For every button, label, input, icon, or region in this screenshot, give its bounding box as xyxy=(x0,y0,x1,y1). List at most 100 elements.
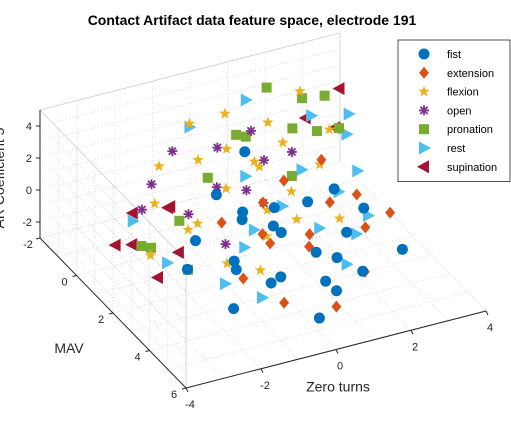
grid-line xyxy=(149,273,450,351)
data-point-fist xyxy=(328,183,340,195)
legend-marker-flexion xyxy=(418,85,430,97)
legend-box xyxy=(397,39,511,183)
y-tick-label: 6 xyxy=(171,389,177,401)
y-tick-label: 4 xyxy=(134,352,140,364)
data-point-extension xyxy=(278,174,289,187)
data-point-extension xyxy=(258,196,268,209)
data-point-open xyxy=(259,155,269,166)
data-point-flexion xyxy=(219,107,231,119)
data-point-fist xyxy=(320,275,332,287)
tick-labels: -4 -2 0 2 4 -2 0 2 4 6 -2 0 2 4 Zero turns MAV AR Coeffi… xyxy=(0,121,493,411)
x-tick-label: -2 xyxy=(260,380,270,392)
data-point-rest xyxy=(239,240,252,254)
grid-line xyxy=(58,179,359,258)
z-tick-label: 0 xyxy=(26,185,32,197)
grid-line xyxy=(114,218,262,369)
data-point-fist xyxy=(236,214,248,226)
z-axis-label: AR Coefficient 5 xyxy=(0,127,7,228)
data-point-extension xyxy=(265,237,276,250)
data-point-rest xyxy=(343,107,356,121)
grid-line xyxy=(39,128,341,207)
data-point-pronation xyxy=(202,172,213,183)
data-point-rest xyxy=(314,221,327,235)
grid-line xyxy=(264,180,412,331)
data-point-fist xyxy=(268,202,280,214)
data-point-open xyxy=(136,204,147,215)
data-point-supination xyxy=(108,238,121,252)
data-point-rest xyxy=(341,257,354,271)
x-tick xyxy=(185,387,189,393)
legend-marker-pronation xyxy=(419,124,429,135)
data-point-flexion xyxy=(333,212,346,224)
data-point-flexion xyxy=(248,155,261,167)
data-point-fist xyxy=(228,303,240,315)
data-point-rest xyxy=(277,199,290,213)
x-tick xyxy=(335,349,339,354)
data-point-fist xyxy=(265,277,277,289)
z-tick-label: 2 xyxy=(26,153,32,165)
y-tick xyxy=(72,275,77,277)
data-point-open xyxy=(220,239,231,250)
legend: fist extension flexion open pronation rest sup… xyxy=(397,39,511,183)
data-point-supination xyxy=(125,206,138,220)
legend-label: supination xyxy=(447,162,497,174)
data-point-open xyxy=(146,179,157,190)
data-point-open xyxy=(183,209,194,220)
data-point-rest xyxy=(257,291,269,305)
data-point-extension xyxy=(324,196,335,209)
data-point-pronation xyxy=(334,123,344,134)
data-point-flexion xyxy=(260,230,273,242)
grid-line xyxy=(77,228,224,379)
x-tick xyxy=(485,310,489,316)
grid-line xyxy=(302,170,449,321)
data-point-flexion xyxy=(254,264,267,276)
data-point-flexion xyxy=(285,185,298,197)
data-point-extension xyxy=(385,206,396,219)
x-tick xyxy=(410,330,414,335)
grid-line xyxy=(339,160,487,312)
data-point-extension xyxy=(216,216,227,229)
grid-line xyxy=(39,80,341,159)
data-point-open xyxy=(212,142,223,153)
data-point-flexion xyxy=(192,154,204,165)
data-point-flexion xyxy=(220,182,232,194)
legend-marker-open xyxy=(419,105,429,116)
data-point-open xyxy=(286,146,297,157)
data-point-flexion xyxy=(144,249,157,261)
grid-line xyxy=(39,48,341,127)
data-point-rest xyxy=(240,169,253,183)
axes xyxy=(35,110,489,393)
data-point-supination xyxy=(171,245,184,259)
data-point-rest xyxy=(127,214,140,228)
data-point-extension xyxy=(304,228,315,241)
legend-label: open xyxy=(447,105,471,117)
data-point-fist xyxy=(331,252,343,264)
legend-label: flexion xyxy=(447,87,479,99)
data-point-supination xyxy=(332,82,345,96)
x-tick-label: -4 xyxy=(185,399,195,411)
grid-line xyxy=(39,189,187,341)
data-point-rest xyxy=(220,277,232,291)
data-point-fist xyxy=(182,263,193,275)
legend-label: pronation xyxy=(447,124,493,136)
data-point-open xyxy=(241,185,252,196)
data-point-rest xyxy=(248,223,261,237)
data-point-flexion xyxy=(323,123,336,135)
data-point-flexion xyxy=(290,213,303,225)
data-point-rest xyxy=(351,227,364,241)
data-point-pronation xyxy=(146,242,156,253)
x-tick-label: 2 xyxy=(412,341,418,353)
data-point-supination xyxy=(151,270,163,284)
data-point-pronation xyxy=(319,90,330,101)
data-point-rest xyxy=(240,93,253,107)
grid-line xyxy=(39,221,187,373)
data-point-open xyxy=(167,146,178,157)
data-point-open xyxy=(246,125,257,136)
data-point-fist xyxy=(313,312,325,324)
grid-line xyxy=(167,291,468,370)
x-tick-label: 0 xyxy=(337,361,343,373)
data-point-fist xyxy=(358,202,370,214)
data-point-pronation xyxy=(287,123,298,134)
data-point-rest xyxy=(296,163,309,177)
data-point-flexion xyxy=(314,158,326,170)
